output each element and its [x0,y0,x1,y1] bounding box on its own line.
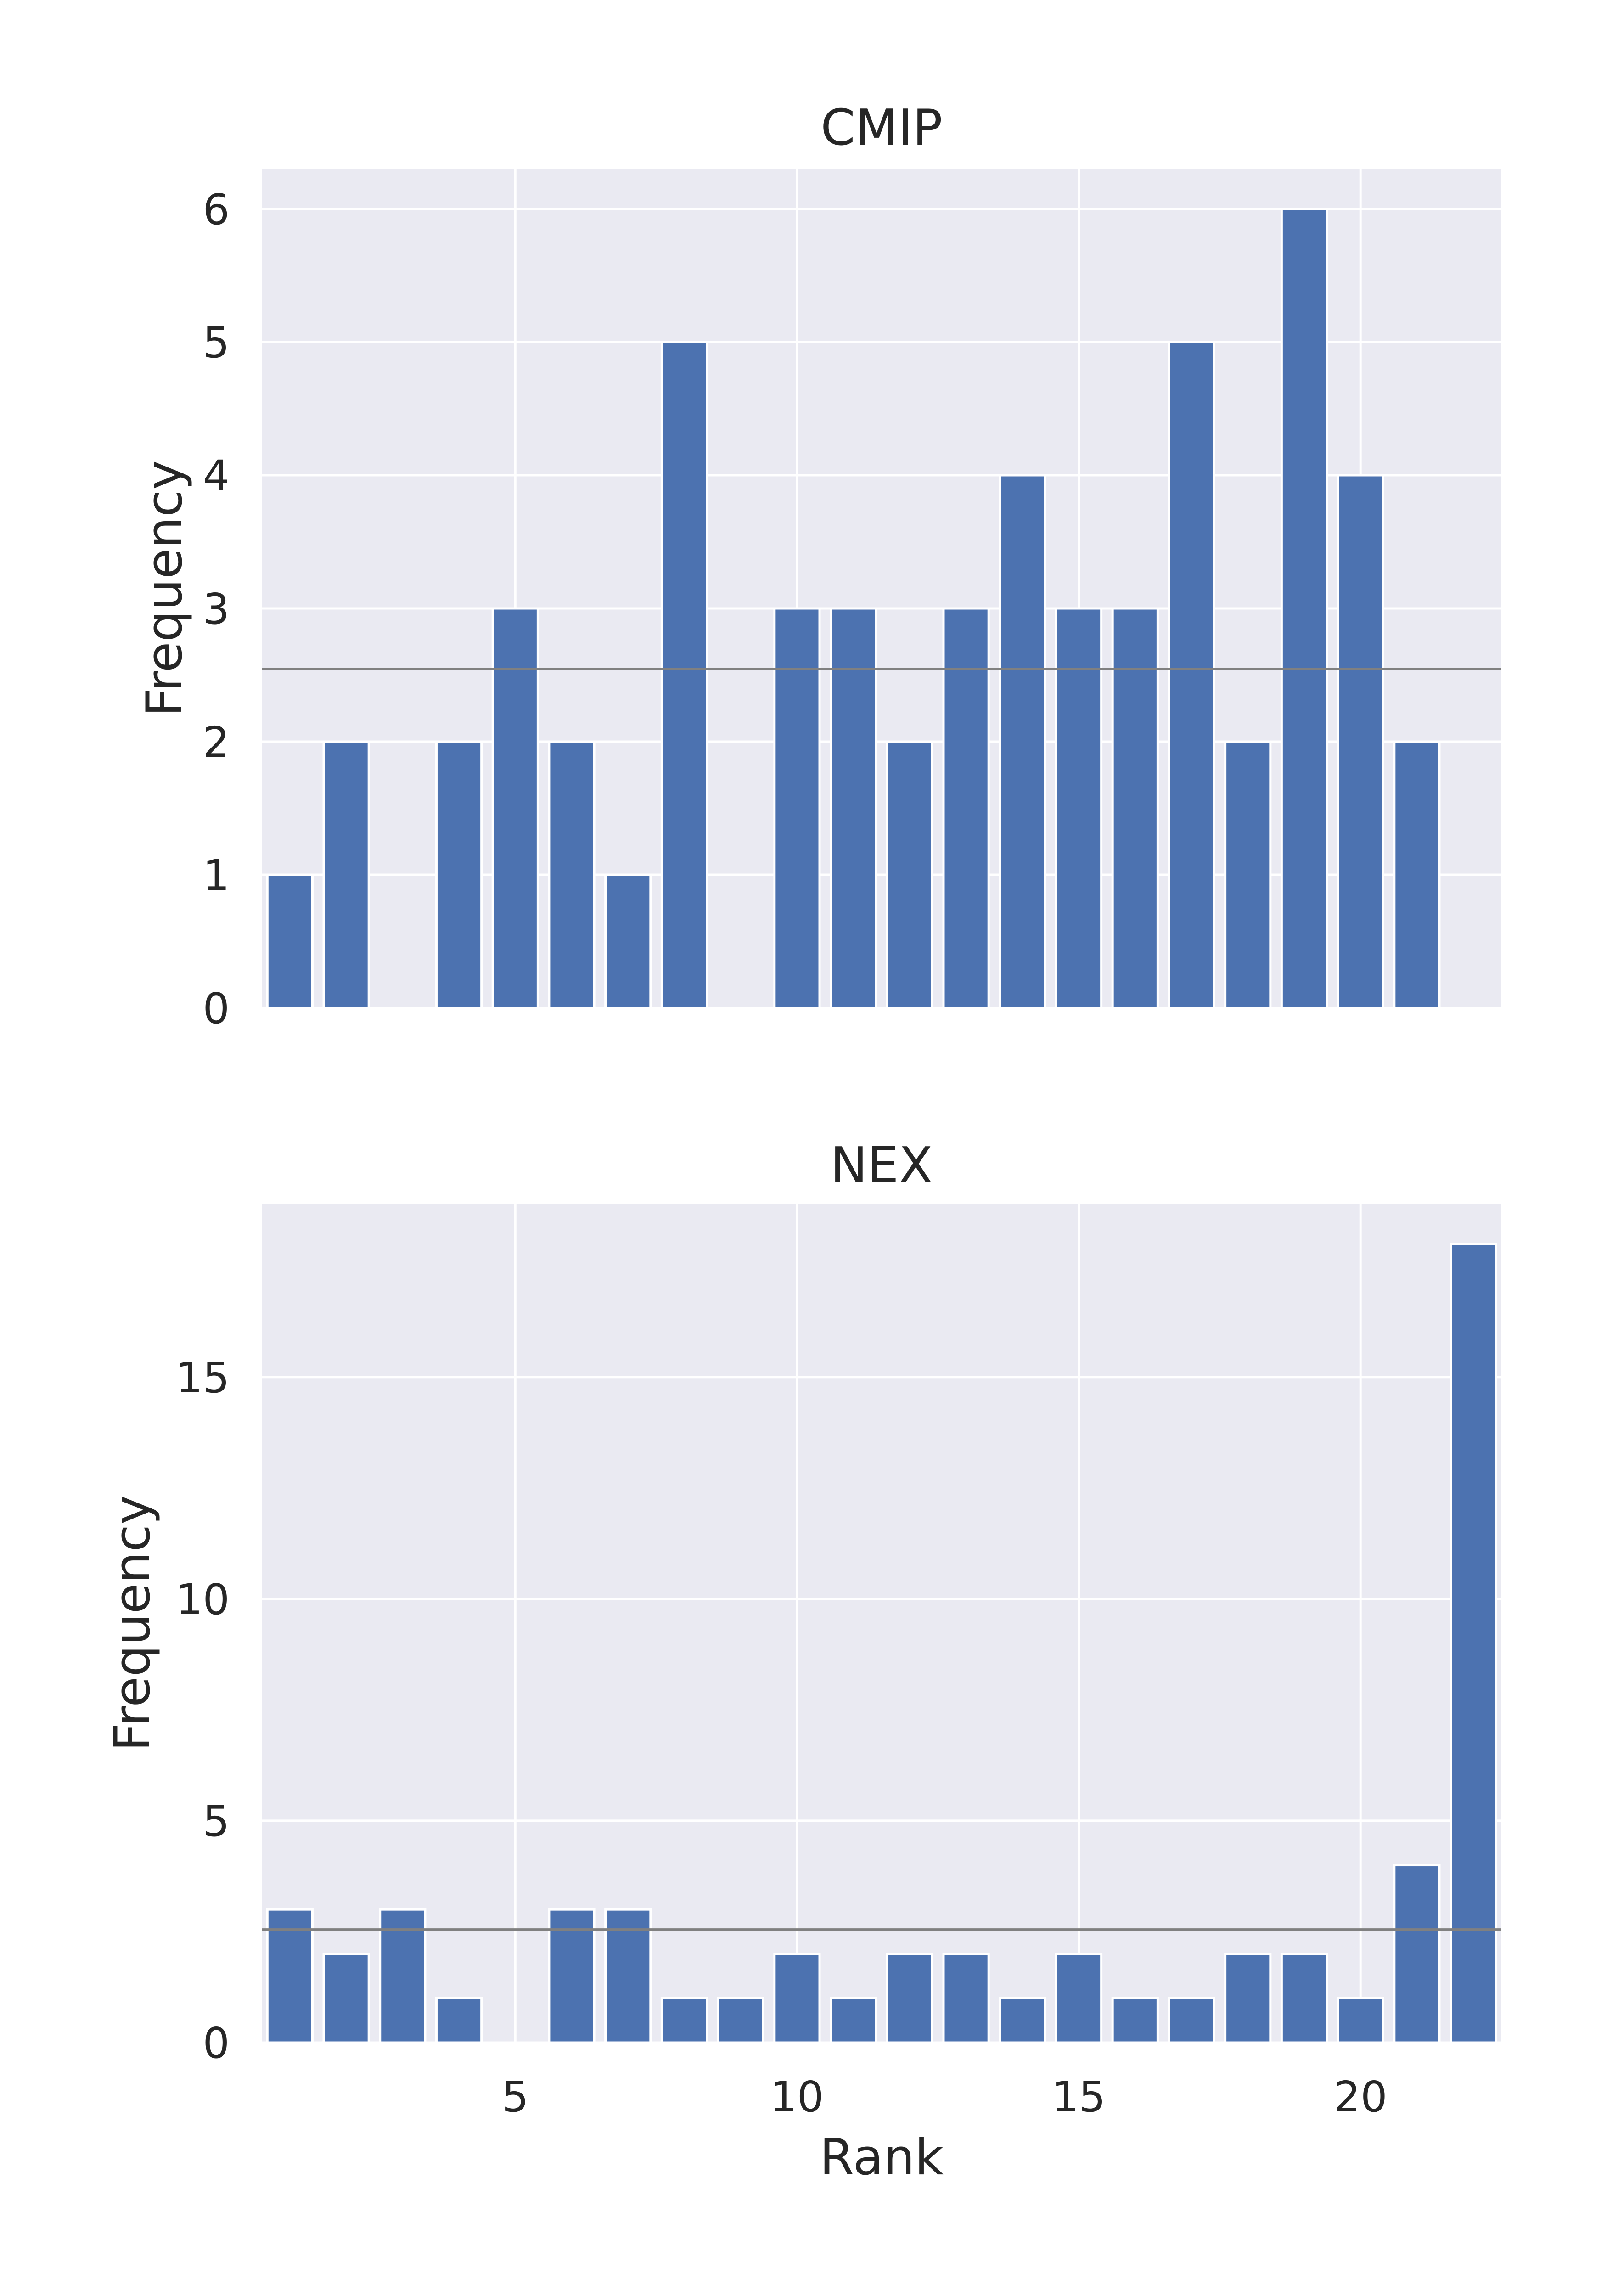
bar-rank-13 [942,607,990,1009]
bar-rank-6 [548,1908,596,2044]
bar-rank-3 [379,1908,427,2044]
bar-rank-12 [886,1953,933,2044]
bar-rank-5 [491,607,539,1009]
bar-rank-1 [266,873,314,1009]
x-axis-label: Rank [820,2129,944,2186]
x-tick-labels: 5 10 15 20 [502,2072,1388,2122]
bar-rank-21 [1393,740,1441,1009]
bar-rank-7 [604,1908,652,2044]
y-tick-label: 3 [202,585,230,634]
y-tick-labels: 0 1 2 3 4 5 6 [202,185,230,1033]
x-tick-label: 10 [770,2072,824,2122]
bar-rank-8 [660,1997,708,2044]
bar-rank-16 [1111,607,1159,1009]
bar-rank-22 [1450,1243,1497,2044]
bar-rank-17 [1168,341,1215,1009]
bar-rank-11 [830,1997,877,2044]
bar-rank-17 [1168,1997,1215,2044]
y-tick-label: 1 [202,851,230,900]
bar-rank-2 [322,1953,370,2044]
bar-rank-14 [999,1997,1046,2044]
bar-rank-7 [604,873,652,1009]
x-tick-label: 5 [502,2072,529,2122]
x-tick-label: 20 [1334,2072,1388,2122]
bar-rank-12 [886,740,933,1009]
bar-rank-4 [435,740,483,1009]
x-tick-label: 15 [1052,2072,1106,2122]
bar-rank-4 [435,1997,483,2044]
y-tick-label: 0 [202,984,230,1033]
bar-rank-15 [1055,607,1103,1009]
bar-rank-1 [266,1908,314,2044]
y-axis-label: Frequency [104,1495,161,1751]
cmip-panel: 0 1 2 3 4 5 6 CMIP Frequency [136,99,1501,1033]
y-tick-label: 10 [176,1575,230,1624]
bar-rank-15 [1055,1953,1103,2044]
bar-rank-8 [660,341,708,1009]
bar-rank-14 [999,474,1046,1009]
bar-rank-16 [1111,1997,1159,2044]
bars [266,208,1441,1009]
y-tick-label: 6 [202,185,230,234]
y-tick-label: 0 [202,2019,230,2068]
y-tick-labels: 0 5 10 15 [176,1353,230,2068]
bar-rank-18 [1224,1953,1272,2044]
bar-rank-18 [1224,740,1272,1009]
plot-background [262,1204,1501,2043]
chart-title: NEX [830,1137,933,1194]
bar-rank-19 [1280,208,1328,1009]
y-tick-label: 5 [202,318,230,367]
bar-rank-21 [1393,1864,1441,2044]
bar-rank-20 [1337,474,1384,1009]
bar-rank-10 [773,607,821,1009]
bar-rank-2 [322,740,370,1009]
y-tick-label: 5 [202,1797,230,1846]
bar-rank-9 [717,1997,764,2044]
chart-title: CMIP [820,99,943,157]
bar-rank-19 [1280,1953,1328,2044]
bar-rank-10 [773,1953,821,2044]
y-tick-label: 4 [202,451,230,501]
nex-panel: 0 5 10 15 5 10 15 20 NEX Frequency Rank [104,1137,1501,2186]
bar-rank-11 [830,607,877,1009]
bar-rank-6 [548,740,596,1009]
y-axis-label: Frequency [136,461,193,717]
y-tick-label: 15 [176,1353,230,1402]
bar-rank-13 [942,1953,990,2044]
bars [266,1243,1497,2044]
bar-rank-20 [1337,1997,1384,2044]
y-tick-label: 2 [202,718,230,767]
